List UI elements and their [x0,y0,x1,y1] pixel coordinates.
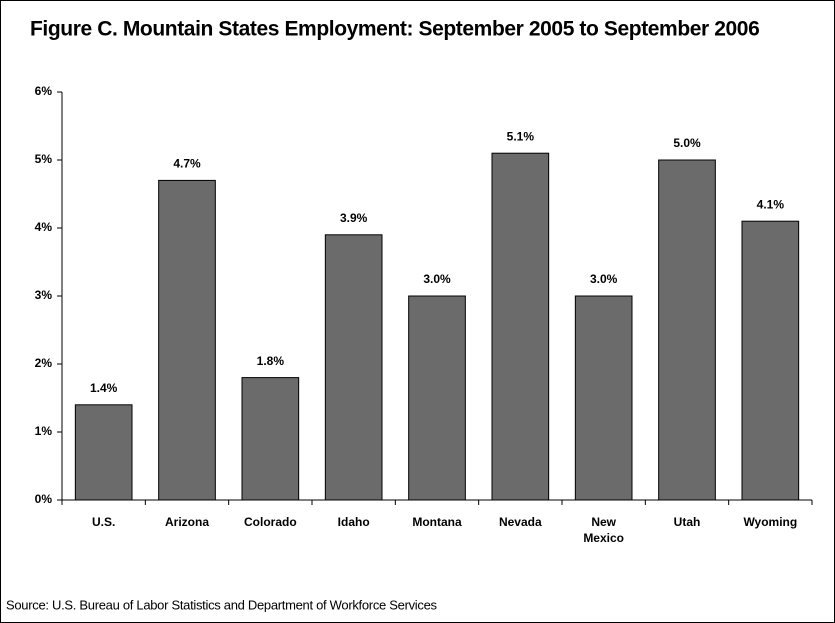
source: Source: U.S. Bureau of Labor Statistics … [6,597,438,612]
value-label: 5.0% [673,136,701,150]
bar [324,234,383,501]
bar [491,152,550,501]
value-label: 4.7% [173,157,201,171]
bar [658,159,716,501]
bar [574,295,633,501]
chart-title: Figure C. Mountain States Employment: Se… [30,18,759,41]
x-tick-label: Idaho [337,515,370,529]
x-tick-label: Nevada [498,515,542,529]
x-tick-label: U.S. [91,515,116,529]
y-tick-label: 5% [35,152,53,166]
x-tick-label: Utah [673,515,701,529]
bar [74,404,133,501]
x-tick-label: Wyoming [743,515,798,529]
bar [408,295,466,501]
x-tick-label: Montana [412,515,462,529]
y-tick-label: 1% [35,424,53,438]
bar [241,377,300,501]
value-label: 3.0% [590,272,618,286]
value-label: 3.9% [340,211,368,225]
y-tick-label: 6% [35,84,53,98]
value-label: 4.1% [757,197,785,211]
x-tick-label: Colorado [243,515,297,529]
y-tick-label: 4% [35,220,53,234]
value-label: 3.0% [423,272,451,286]
bar [158,179,216,501]
y-tick-label: 2% [35,356,53,370]
value-label: 1.8% [257,354,285,368]
value-label: 1.4% [90,381,118,395]
x-tick-label: Arizona [164,515,209,529]
y-tick-label: 3% [35,288,53,302]
x-tick-label: New Mexico [583,515,624,545]
value-label: 5.1% [507,129,535,143]
y-tick-label: 0% [35,492,53,506]
bar [741,220,800,501]
